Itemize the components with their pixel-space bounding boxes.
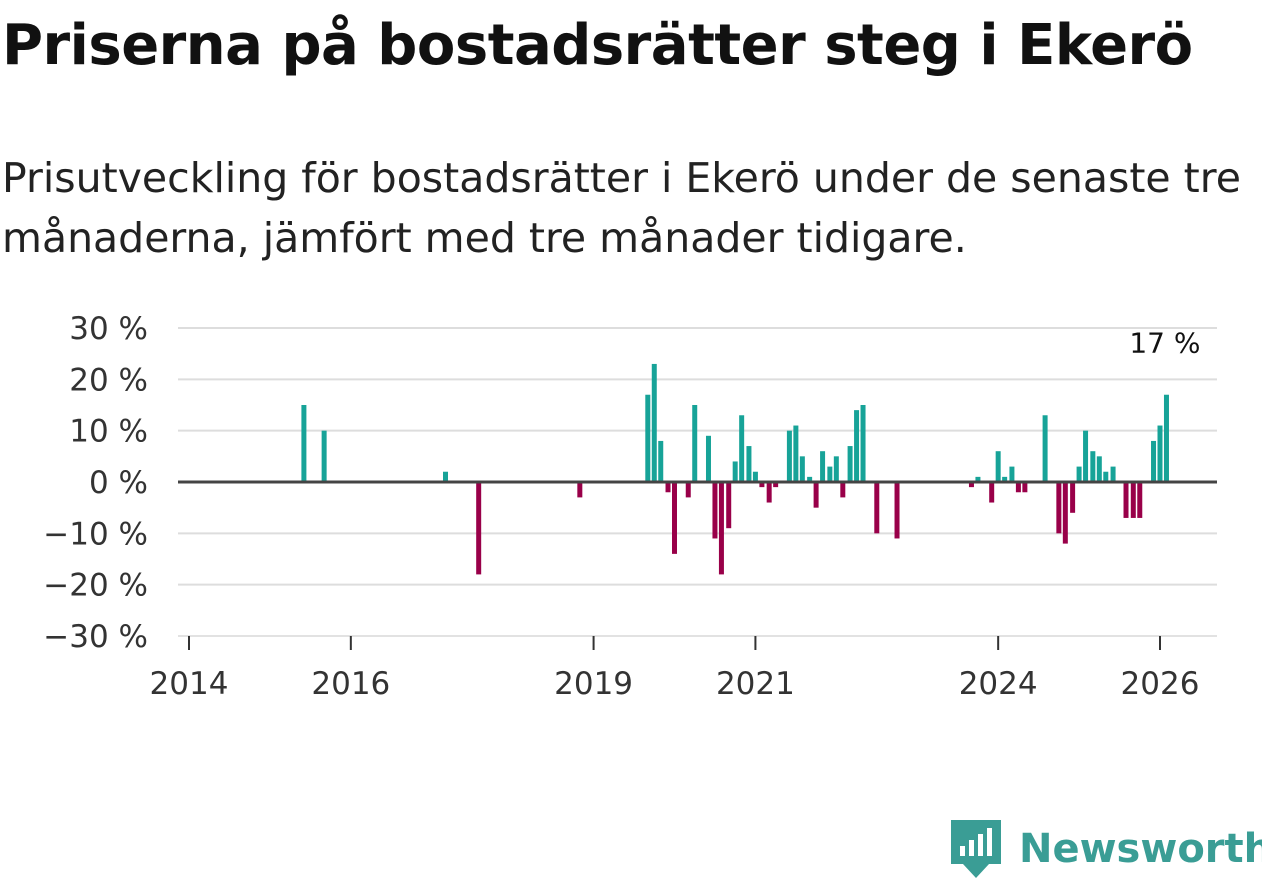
bar (833, 456, 839, 482)
bars (301, 363, 1169, 575)
bar (1090, 451, 1096, 482)
bar (840, 482, 846, 498)
bar (1110, 466, 1116, 482)
bar (752, 471, 758, 482)
newsworthy-logo-icon (951, 820, 1001, 878)
chart-subtitle: Prisutveckling för bostadsrätter i Ekerö… (2, 154, 1241, 262)
bar (1103, 471, 1109, 482)
chart-title: Priserna på bostadsrätter steg i Ekerö (2, 13, 1193, 78)
bar (1157, 425, 1163, 482)
bar (975, 476, 981, 482)
bar (443, 471, 449, 482)
bar (799, 456, 805, 482)
x-tick-label: 2016 (311, 666, 390, 702)
bar (1015, 482, 1021, 493)
bar (854, 410, 860, 482)
bar (807, 476, 813, 482)
bar (847, 446, 853, 482)
bar (746, 446, 752, 482)
bar (685, 482, 691, 498)
bar (786, 430, 792, 482)
bar (301, 405, 307, 482)
bar (712, 482, 718, 539)
bar (1137, 482, 1143, 518)
bar-chart: 30 %20 %10 %0 %−10 %−20 %−30 % 2014 2016 2… (43, 311, 1217, 702)
y-tick-label: 20 % (69, 362, 148, 398)
bar (1022, 482, 1028, 493)
bar (1130, 482, 1136, 518)
y-tick-label: 0 % (89, 465, 148, 501)
bar (766, 482, 772, 503)
bar (759, 482, 765, 488)
y-tick-label: 30 % (69, 311, 148, 347)
bar (1163, 394, 1169, 482)
y-tick-label: −30 % (43, 619, 148, 655)
bar (894, 482, 900, 539)
newsworthy-logo: Newsworthy (951, 820, 1262, 878)
bar (651, 363, 657, 482)
bar (793, 425, 799, 482)
x-tick-label: 2021 (716, 666, 795, 702)
brand-name: Newsworthy (1019, 826, 1262, 872)
bar (1076, 466, 1082, 482)
bar (705, 435, 711, 482)
x-axis: 2014 2016 2019 2021 2024 2026 (150, 635, 1217, 702)
bar (732, 461, 738, 482)
x-tick-label: 2014 (150, 666, 229, 702)
bar (989, 482, 995, 503)
bar (739, 415, 745, 482)
last-value-label: 17 % (1129, 327, 1200, 360)
bar (874, 482, 880, 534)
y-tick-label: 10 % (69, 414, 148, 450)
bar (813, 482, 819, 508)
y-axis: 30 % 20 % 10 % 0 % −10 % −20 % −30 % (43, 311, 148, 655)
bar (995, 451, 1001, 482)
y-tick-label: −10 % (43, 516, 148, 552)
bar (1009, 466, 1015, 482)
bar (692, 405, 698, 482)
bar (1151, 440, 1157, 482)
bar (672, 482, 677, 554)
bar (726, 482, 732, 529)
bar (1096, 456, 1102, 482)
x-tick-label: 2019 (554, 666, 633, 702)
bar (718, 482, 724, 575)
bar (658, 440, 664, 482)
bar (321, 430, 327, 482)
bar (1062, 482, 1068, 544)
bar (1083, 430, 1089, 482)
bar (820, 451, 826, 482)
y-tick-label: −20 % (43, 568, 148, 604)
bar (476, 482, 482, 575)
bar (860, 405, 866, 482)
x-tick-label: 2024 (959, 666, 1038, 702)
x-tick-label: 2026 (1121, 666, 1200, 702)
bar (1123, 482, 1129, 518)
bar (1042, 415, 1048, 482)
bar (1002, 476, 1008, 482)
bar (577, 482, 583, 498)
bar (1070, 482, 1076, 513)
bar (665, 482, 671, 493)
bar (968, 482, 974, 488)
bar (827, 466, 833, 482)
bar (645, 394, 651, 482)
bar (1056, 482, 1062, 534)
bar (773, 482, 779, 488)
